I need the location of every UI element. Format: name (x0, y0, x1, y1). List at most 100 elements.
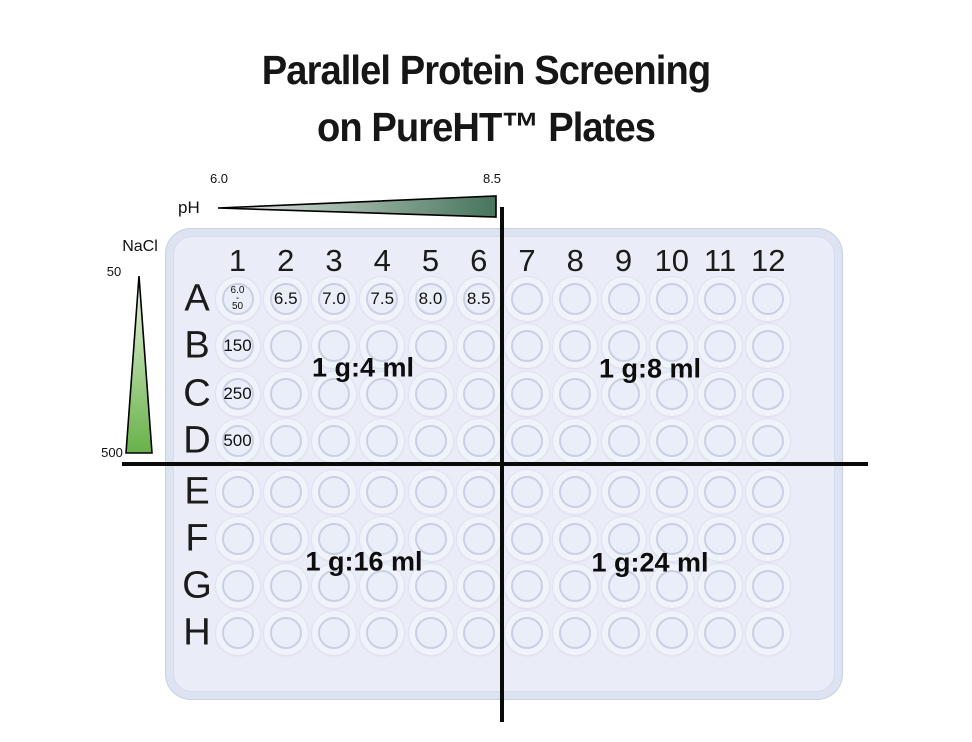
well-A1: 6.0-50 (215, 277, 260, 321)
well-F1 (215, 517, 260, 561)
well-ring (414, 283, 447, 315)
well-ring (559, 283, 592, 315)
well-ring (269, 617, 302, 649)
well-ring (655, 425, 688, 457)
well-ring (318, 425, 350, 457)
well-ring (462, 425, 495, 457)
well-A12 (746, 277, 791, 321)
well-D4 (360, 419, 405, 463)
well-ring (366, 330, 399, 362)
well-F5 (408, 517, 453, 561)
well-A11 (698, 277, 742, 321)
well-G5 (408, 564, 453, 608)
quadrant-label-bottom-right: 1 g:24 ml (591, 547, 709, 578)
well-D6 (456, 419, 501, 463)
well-ring (655, 617, 688, 649)
well-ring (414, 330, 447, 362)
well-E4 (360, 470, 405, 514)
well-ring (752, 378, 785, 410)
well-ring (462, 617, 495, 649)
column-header-12: 12 (751, 243, 786, 278)
well-ring (269, 283, 302, 315)
well-B6 (456, 324, 501, 368)
well-E7 (505, 470, 549, 514)
well-H6 (456, 611, 501, 655)
quadrant-label-top-left: 1 g:4 ml (311, 352, 415, 383)
ph-min-label: 6.0 (209, 171, 229, 186)
well-E2 (263, 470, 308, 514)
well-C12 (746, 372, 791, 416)
well-ring (462, 283, 495, 315)
well-ring (221, 378, 254, 410)
well-ring (462, 523, 495, 555)
well-H10 (649, 611, 694, 655)
well-annotation: 8.0 (418, 289, 443, 308)
well-C8 (553, 372, 598, 416)
well-annotation: 8.5 (466, 289, 491, 308)
well-G7 (505, 564, 549, 608)
well-annotation: 7.0 (322, 289, 346, 308)
well-ring (269, 523, 302, 555)
well-ring (607, 570, 640, 602)
well-ring (752, 425, 785, 457)
well-ring (414, 617, 447, 649)
well-B2 (263, 324, 308, 368)
ph-axis-label: pH (178, 198, 200, 217)
well-F7 (505, 517, 549, 561)
well-ring (511, 476, 543, 508)
well-ring (318, 570, 350, 602)
column-header-1: 1 (228, 243, 247, 278)
well-ring (752, 570, 785, 602)
well-ring (704, 570, 736, 602)
title-line-2: on PureHT™ Plates (316, 104, 656, 150)
well-ring (511, 523, 543, 555)
row-header-A: A (184, 277, 210, 320)
well-ring (511, 378, 543, 410)
well-ring (655, 378, 688, 410)
well-G8 (553, 564, 598, 608)
well-A10 (649, 277, 694, 321)
well-C10 (649, 372, 694, 416)
well-H3 (312, 611, 356, 655)
well-H5 (408, 611, 453, 655)
well-A9 (601, 277, 646, 321)
well-B9 (601, 324, 646, 368)
well-A2: 6.5 (263, 277, 308, 321)
well-ring (559, 378, 592, 410)
well-E1 (215, 470, 260, 514)
well-ring (559, 570, 592, 602)
well-E9 (601, 470, 646, 514)
well-A5: 8.0 (408, 277, 453, 321)
well-ring (221, 283, 254, 315)
well-ring (269, 476, 302, 508)
well-ring (366, 523, 399, 555)
well-G2 (263, 564, 308, 608)
well-ring (752, 330, 785, 362)
well-ring (752, 617, 785, 649)
column-header-3: 3 (325, 243, 343, 278)
well-G10 (649, 564, 694, 608)
well-ring (366, 378, 399, 410)
well-C6 (456, 372, 501, 416)
ph-max-label: 8.5 (482, 171, 502, 186)
well-ring (704, 617, 736, 649)
well-H9 (601, 611, 646, 655)
well-F8 (553, 517, 598, 561)
well-D8 (553, 419, 598, 463)
well-C2 (263, 372, 308, 416)
well-D9 (601, 419, 646, 463)
well-E10 (649, 470, 694, 514)
column-header-4: 4 (373, 243, 391, 278)
well-H4 (360, 611, 405, 655)
well-H1 (215, 611, 260, 655)
well-F4 (360, 517, 405, 561)
well-annotation: 6.0-50 (230, 285, 245, 312)
well-ring (269, 570, 302, 602)
well-C7 (505, 372, 549, 416)
title-line-1: Parallel Protein Screening (261, 47, 711, 93)
well-A3: 7.0 (312, 277, 356, 321)
well-D7 (505, 419, 549, 463)
row-header-E: E (184, 470, 210, 513)
well-E11 (698, 470, 742, 514)
well-ring (318, 378, 350, 410)
